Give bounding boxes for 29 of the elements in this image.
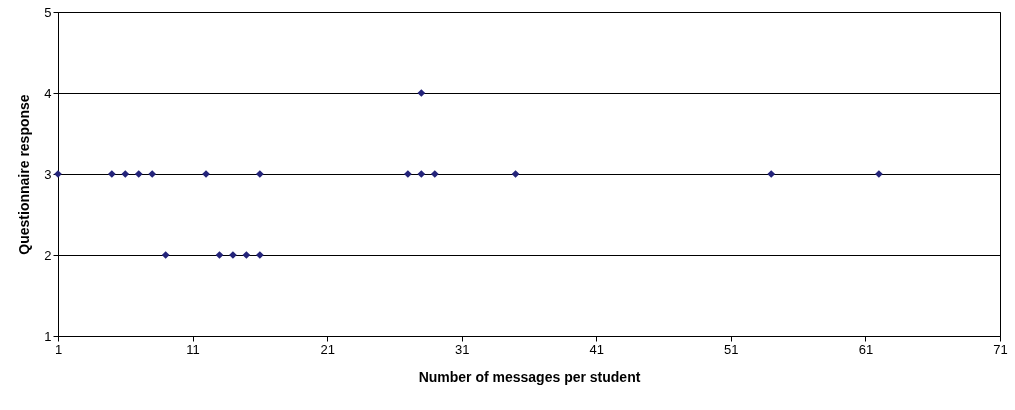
x-tick-label: 11 <box>186 341 200 357</box>
point <box>430 170 439 178</box>
point <box>134 170 143 178</box>
x-tick-label: 21 <box>320 341 335 357</box>
x-tick-label: 61 <box>858 341 874 357</box>
y-tick-label: 3 <box>44 166 52 182</box>
x-tick-label: 1 <box>54 341 63 357</box>
point <box>215 251 224 259</box>
point <box>148 170 157 178</box>
point <box>417 89 426 97</box>
y-tick-label: 5 <box>44 4 52 20</box>
x-tick-label: 71 <box>993 341 1008 357</box>
point <box>121 170 130 178</box>
y-tick-label: 2 <box>44 247 52 263</box>
point <box>417 170 426 178</box>
point <box>255 251 264 259</box>
x-tick-label: 41 <box>589 341 605 357</box>
y-tick-label: 4 <box>44 85 52 101</box>
x-axis-title: Number of messages per student <box>418 368 641 385</box>
point <box>767 170 776 178</box>
point <box>161 251 170 259</box>
point <box>242 251 251 259</box>
point <box>511 170 520 178</box>
point <box>255 170 264 178</box>
point <box>107 170 116 178</box>
y-tick-label: 1 <box>44 328 52 344</box>
x-tick-label: 51 <box>724 341 739 357</box>
x-tick-label: 31 <box>454 341 470 357</box>
y-axis-title: Questionnaire response <box>16 94 33 255</box>
